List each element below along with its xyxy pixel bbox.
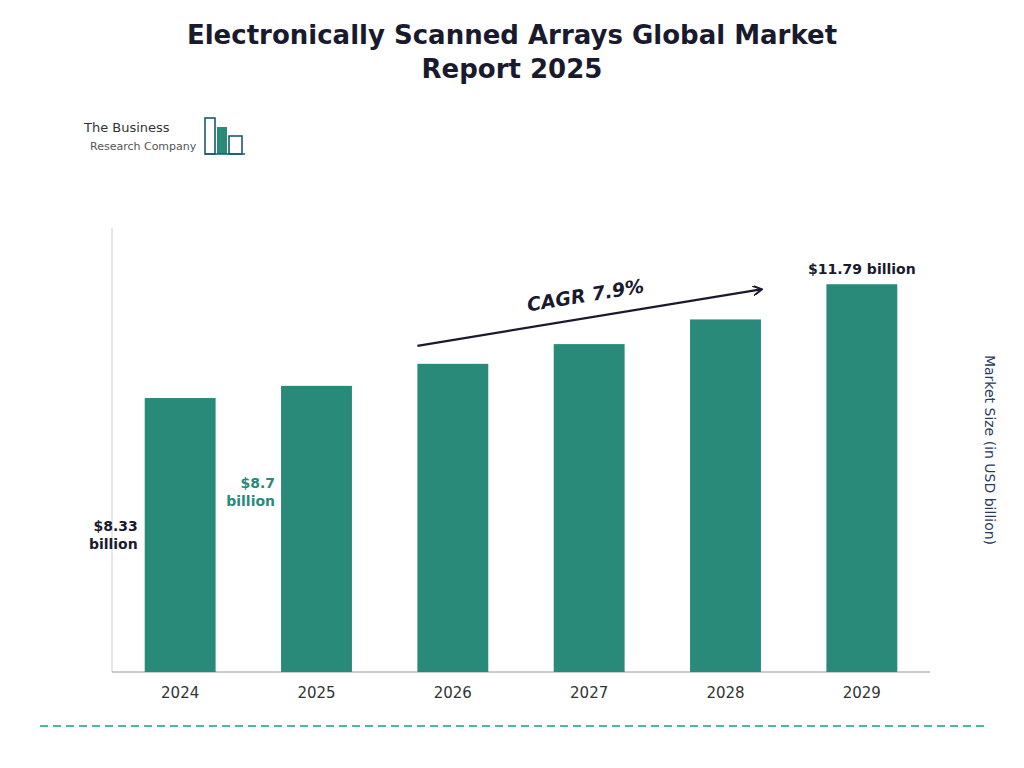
x-tick-label: 2024	[161, 684, 199, 702]
chart-svg: Electronically Scanned Arrays Global Mar…	[0, 0, 1024, 768]
x-axis-line	[112, 672, 930, 673]
bar	[417, 364, 488, 672]
annotation-line: $8.7	[241, 475, 276, 491]
cagr-label: CAGR 7.9%	[525, 275, 645, 316]
annotation: $11.79 billion	[808, 261, 916, 277]
x-tick-label: 2027	[570, 684, 608, 702]
logo-icon	[205, 153, 245, 155]
title: Electronically Scanned Arrays Global Mar…	[187, 20, 837, 84]
y-axis-label: Market Size (in USD billion)	[982, 355, 998, 545]
title-line: Electronically Scanned Arrays Global Mar…	[187, 20, 837, 50]
logo-icon	[229, 136, 242, 154]
chart-container: Electronically Scanned Arrays Global Mar…	[0, 0, 1024, 768]
logo-icon	[205, 118, 215, 154]
bar	[145, 398, 216, 672]
bar	[826, 284, 897, 672]
logo-text: Research Company	[90, 140, 197, 153]
annotation-line: billion	[226, 493, 275, 509]
bar	[690, 319, 761, 672]
logo-text: The Business	[83, 120, 170, 135]
x-tick-label: 2029	[843, 684, 881, 702]
annotation-line: $8.33	[93, 518, 137, 534]
background	[0, 0, 1024, 768]
annotation: $8.7 billion	[226, 475, 275, 509]
logo: The Business Research Company	[83, 118, 245, 154]
bars	[145, 284, 898, 672]
x-tick-label: 2025	[297, 684, 335, 702]
title-line: Report 2025	[422, 54, 603, 84]
bottom-rule	[40, 725, 984, 727]
annotation-line: $11.79 billion	[808, 261, 916, 277]
bar	[554, 344, 625, 672]
annotation: $8.33 billion	[89, 518, 138, 552]
y-axis-line	[112, 228, 113, 672]
x-tick-label: 2028	[706, 684, 744, 702]
x-tick-label: 2026	[434, 684, 472, 702]
annotation-line: billion	[89, 536, 138, 552]
bar	[281, 386, 352, 672]
logo-icon	[217, 127, 227, 154]
